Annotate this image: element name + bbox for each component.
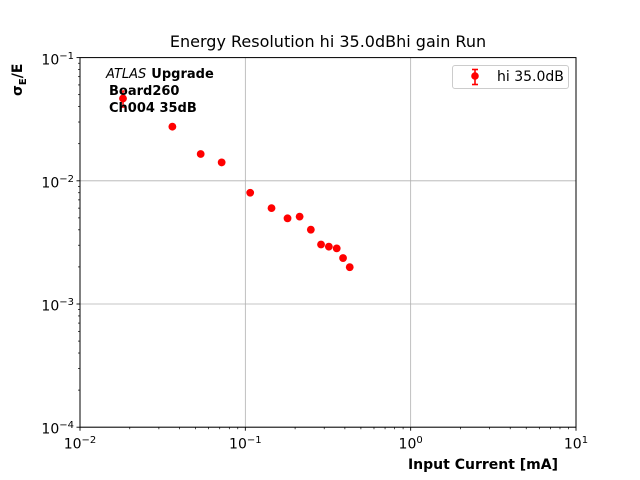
y-tick-label: 10−4 — [41, 420, 74, 438]
annotation-atlas: ATLAS — [106, 67, 147, 82]
y-tick-label: 10−3 — [41, 297, 74, 315]
data-point — [332, 244, 341, 253]
annotation-line-2: Board260 — [109, 84, 180, 99]
data-point — [267, 204, 276, 213]
data-point — [295, 212, 304, 221]
x-tick-label: 100 — [398, 435, 423, 453]
annotation-line-3: Ch004 35dB — [109, 101, 197, 116]
data-point — [196, 150, 205, 158]
x-tick-label: 10−2 — [63, 435, 97, 453]
data-point — [306, 225, 315, 234]
errorbar-marker-icon — [471, 68, 479, 86]
y-axis-label-sigma: σ — [10, 85, 26, 96]
annotation-line-1: ATLAS Upgrade — [106, 66, 214, 83]
data-point — [217, 158, 226, 167]
legend-label: hi 35.0dB — [497, 69, 564, 85]
x-tick-label: 10−1 — [229, 435, 262, 453]
data-point — [246, 188, 255, 197]
data-point — [168, 122, 177, 131]
chart-title: Energy Resolution hi 35.0dBhi gain Run — [169, 32, 487, 51]
y-tick-label: 10−2 — [41, 173, 74, 192]
axes-frame — [79, 57, 577, 428]
y-tick-label: 10−1 — [41, 50, 74, 69]
plot-annotation: ATLAS Upgrade Board260 Ch004 35dB — [106, 66, 214, 117]
annotation-upgrade: Upgrade — [151, 67, 214, 82]
x-tick-label: 101 — [563, 435, 589, 453]
y-axis-label-subscript: E — [17, 78, 29, 86]
legend: hi 35.0dB — [452, 65, 569, 89]
data-point — [324, 242, 333, 251]
data-point — [317, 240, 325, 249]
data-point — [345, 263, 354, 272]
x-axis-label: Input Current [mA] — [407, 457, 558, 473]
data-point — [283, 214, 292, 223]
data-point — [339, 254, 347, 262]
data-point — [119, 94, 127, 103]
